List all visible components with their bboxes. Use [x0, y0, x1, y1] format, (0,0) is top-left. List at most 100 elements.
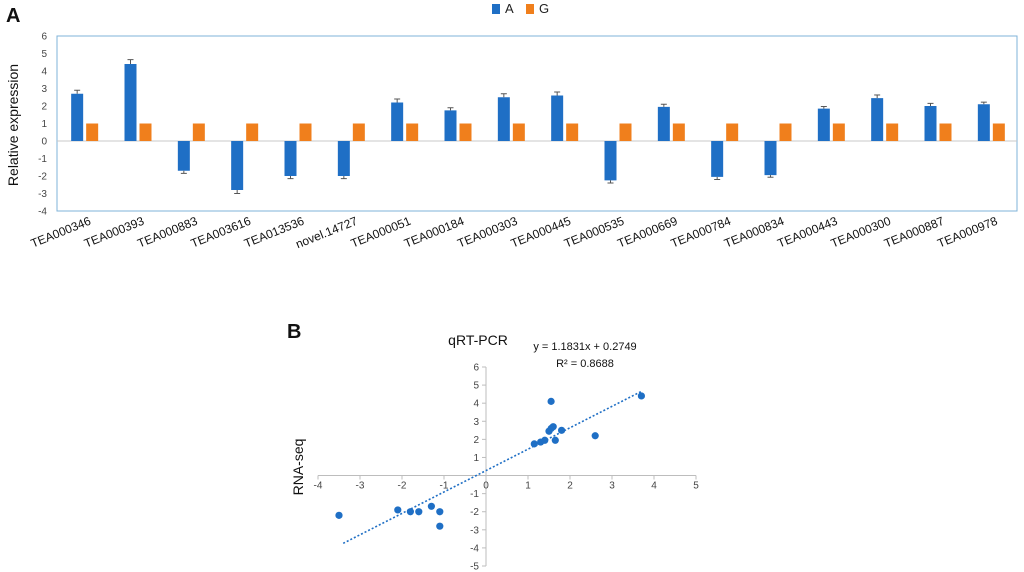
y-tick-label: 4: [41, 67, 47, 78]
r-squared: R² = 0.8688: [556, 358, 614, 370]
category-label: novel.14727: [294, 214, 360, 252]
scatter-point: [547, 397, 555, 405]
scatter-point: [436, 508, 444, 516]
bar-G-TEA000535: [619, 123, 632, 141]
scatter-point: [436, 522, 444, 530]
category-label: TEA000887: [882, 214, 946, 251]
category-label: TEA000443: [775, 214, 839, 251]
y-tick-label: 2: [473, 435, 479, 446]
y-tick-label: -5: [470, 562, 479, 572]
category-label: TEA000051: [349, 214, 413, 251]
category-label: TEA000300: [829, 214, 893, 251]
x-tick-label: 4: [651, 481, 657, 492]
y-tick-label: 2: [41, 102, 47, 113]
y-tick-label: -2: [38, 172, 47, 183]
bar-G-TEA000834: [779, 123, 792, 141]
y-tick-label: -3: [470, 525, 479, 536]
category-label: TEA000184: [402, 214, 466, 251]
panel-a-y-axis-title: Relative expression: [5, 64, 21, 186]
scatter-point: [591, 432, 599, 440]
bar-A-TEA000303: [497, 97, 510, 141]
category-label: TEA000834: [722, 214, 786, 251]
category-label: TEA000393: [82, 214, 146, 251]
trendline-equation: y = 1.1831x + 0.2749: [533, 341, 636, 353]
y-tick-label: 6: [41, 32, 47, 43]
panel-a-plot-border: [56, 35, 1018, 212]
bar-G-novel.14727: [352, 123, 365, 141]
bar-A-TEA000834: [764, 141, 777, 176]
y-tick-label: 6: [473, 363, 479, 374]
scatter-point: [549, 423, 557, 431]
x-tick-label: 3: [609, 481, 615, 492]
bar-A-TEA000883: [177, 141, 190, 171]
bar-A-TEA000443: [817, 108, 830, 141]
bar-G-TEA000887: [939, 123, 952, 141]
y-tick-label: -4: [38, 207, 47, 218]
bar-A-TEA013536: [284, 141, 297, 176]
bar-A-TEA000784: [711, 141, 724, 177]
bar-G-TEA000978: [992, 123, 1005, 141]
scatter-point: [541, 436, 549, 444]
panel-b-title: qRT-PCR: [448, 332, 508, 348]
bar-G-TEA003616: [246, 123, 259, 141]
panel-b-points: [335, 392, 646, 530]
category-label: TEA003616: [189, 214, 253, 251]
bar-G-TEA000784: [726, 123, 739, 141]
x-tick-label: 1: [525, 481, 531, 492]
category-label: TEA000669: [615, 214, 679, 251]
bar-G-TEA000300: [886, 123, 899, 141]
y-tick-label: -2: [470, 507, 479, 518]
y-tick-label: -1: [38, 154, 47, 165]
bar-G-TEA000443: [832, 123, 845, 141]
bar-G-TEA000184: [459, 123, 472, 141]
scatter-point: [335, 511, 343, 519]
scatter-point: [558, 426, 566, 434]
bar-A-TEA000051: [391, 102, 404, 141]
y-tick-label: 3: [41, 84, 47, 95]
x-tick-label: -4: [314, 481, 323, 492]
bar-A-TEA000300: [871, 98, 884, 141]
bar-A-TEA000669: [657, 106, 670, 141]
bar-A-TEA000887: [924, 106, 937, 141]
category-label: TEA000883: [135, 214, 199, 251]
panel-b-trendline: [342, 390, 642, 545]
x-tick-label: 2: [567, 481, 573, 492]
legend-swatch-G: [526, 4, 534, 14]
scatter-point: [637, 392, 646, 400]
legend-label-G: G: [539, 1, 549, 16]
bar-G-TEA000303: [512, 123, 525, 141]
y-tick-label: 3: [473, 417, 479, 428]
category-label: TEA000978: [935, 214, 999, 251]
scatter-point: [394, 506, 402, 514]
panel-b-axes: -4 -3 -2 -1 0 1 2 3 4 5 -5 -4 -3 -2 -1 1 2 3 4 5 6: [314, 363, 700, 572]
bar-A-TEA000346: [71, 93, 84, 141]
bar-G-TEA000393: [139, 123, 152, 141]
bar-A-TEA003616: [231, 141, 244, 190]
y-tick-label: 5: [41, 49, 47, 60]
y-tick-label: -1: [470, 489, 479, 500]
category-label: TEA000346: [29, 214, 93, 251]
scatter-point: [415, 508, 423, 516]
x-tick-label: -3: [356, 481, 365, 492]
bar-A-novel.14727: [337, 141, 350, 176]
bar-A-TEA000393: [124, 64, 137, 141]
y-tick-label: 5: [473, 381, 479, 392]
bar-A-TEA000445: [551, 95, 564, 141]
x-tick-label: -1: [440, 481, 449, 492]
panel-b-label: B: [287, 321, 301, 343]
y-tick-label: 1: [473, 453, 479, 464]
category-label: TEA000445: [509, 214, 573, 251]
y-tick-label: -3: [38, 189, 47, 200]
bar-A-TEA000184: [444, 110, 457, 141]
scatter-point: [406, 508, 414, 516]
x-tick-label: 0: [483, 481, 489, 492]
panel-b-y-axis-title: RNA-seq: [290, 439, 306, 496]
y-tick-label: -4: [470, 543, 479, 554]
category-label: TEA000303: [455, 214, 519, 251]
bar-G-TEA000669: [672, 123, 685, 141]
panel-a-axis: -4 -3 -2 -1 0 1 2 3 4 5 6: [38, 32, 1017, 218]
legend-swatch-A: [492, 4, 500, 14]
